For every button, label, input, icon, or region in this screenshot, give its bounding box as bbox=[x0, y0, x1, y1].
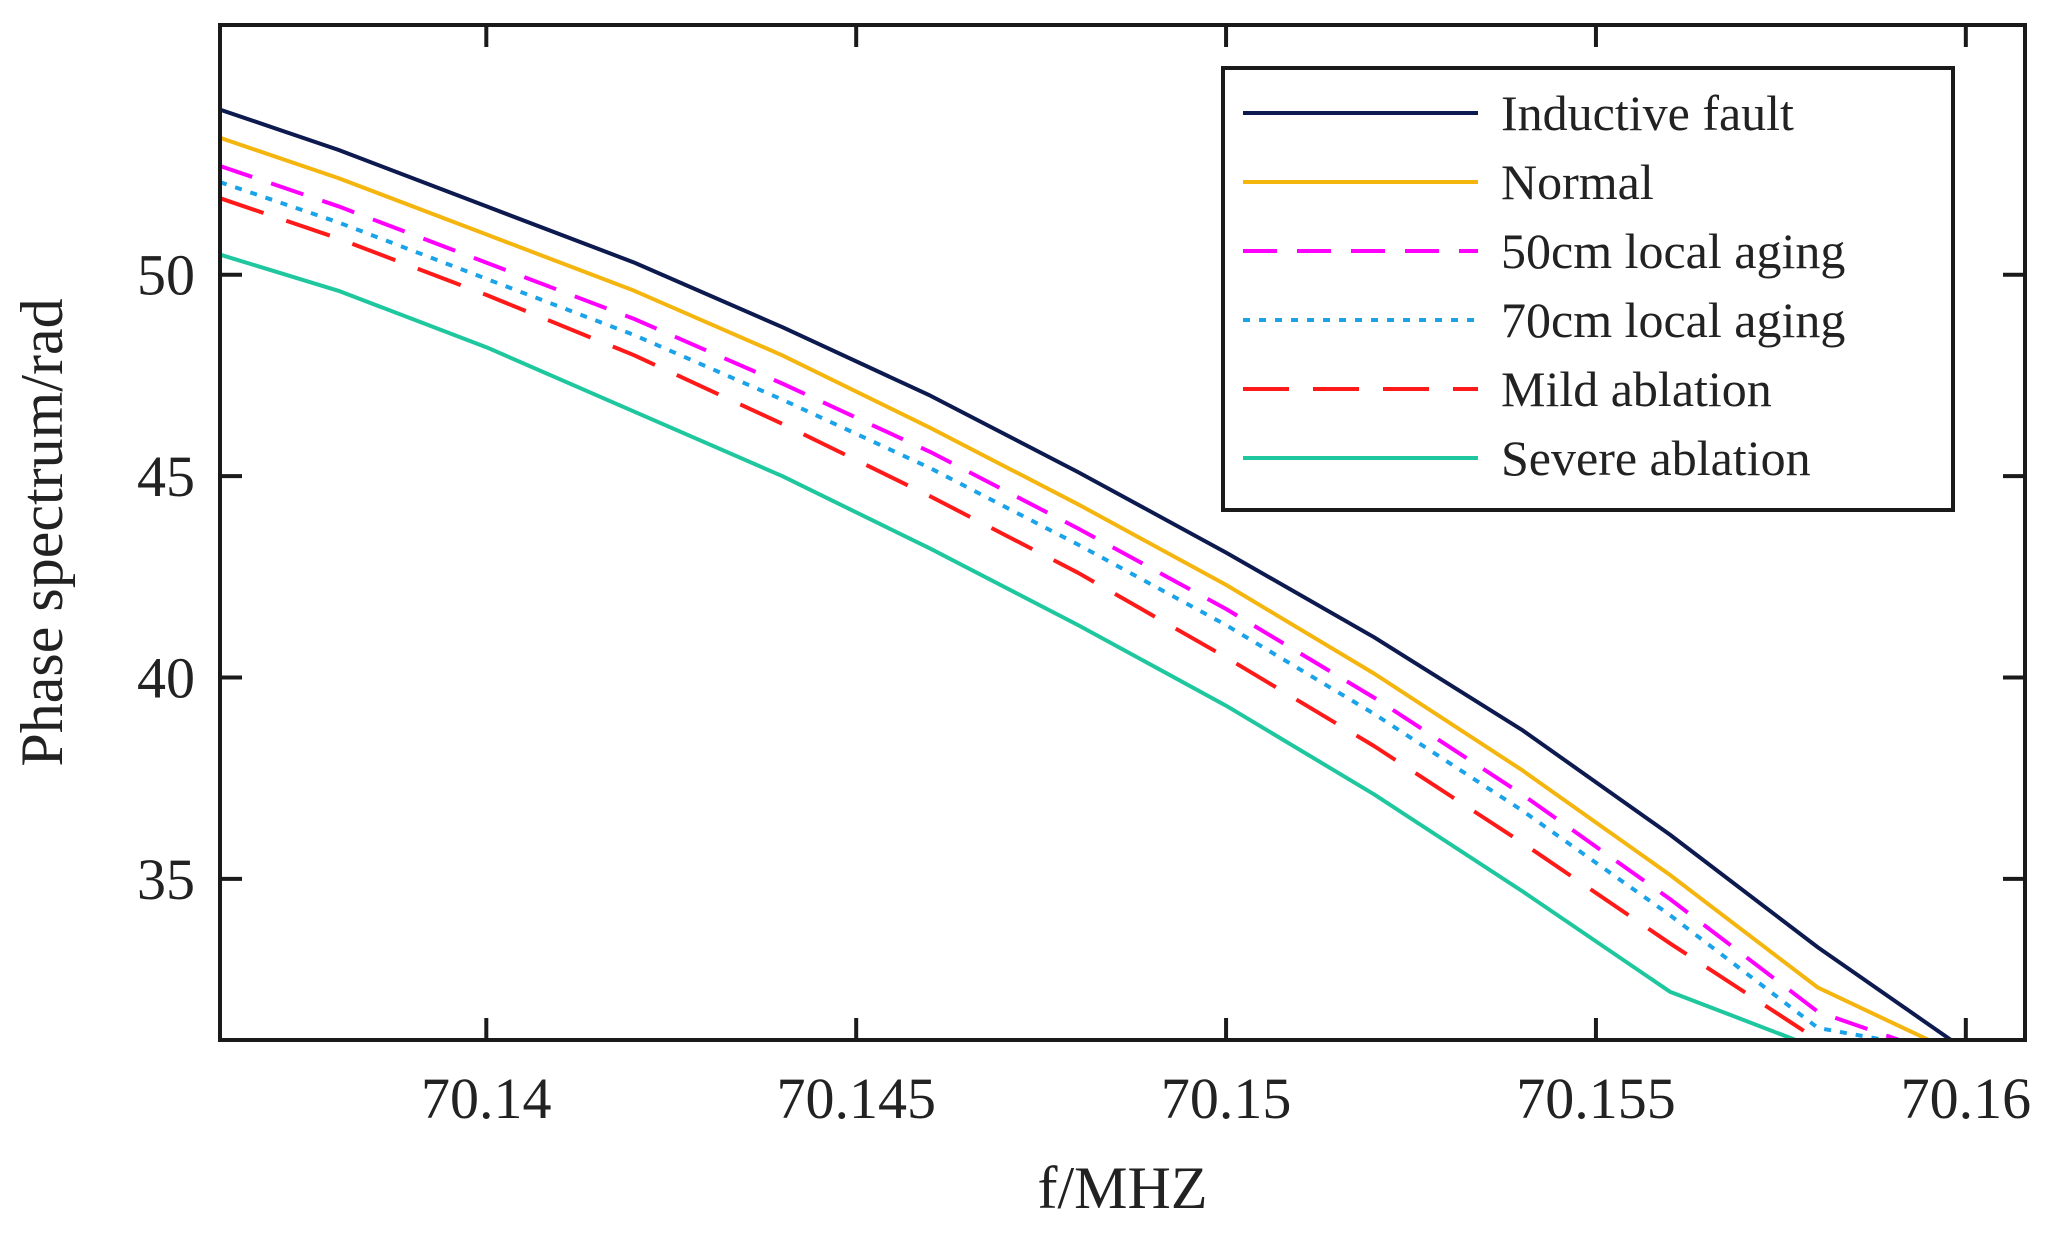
series-line-1 bbox=[220, 107, 1953, 1040]
x-tick-label: 70.14 bbox=[421, 1066, 552, 1131]
x-axis-title: f/MHZ bbox=[1038, 1155, 1208, 1221]
plot-frame bbox=[218, 23, 2027, 1042]
legend-label-6: Severe ablation bbox=[1501, 430, 1811, 486]
ticks-layer: 70.14 70.145 70.15 70.155 70.16 35 40 45 50 bbox=[137, 25, 2031, 1131]
legend-label-5: Mild ablation bbox=[1501, 361, 1772, 417]
series-line-4 bbox=[220, 180, 1885, 1040]
x-tick-label: 70.155 bbox=[1516, 1066, 1676, 1131]
series-line-6 bbox=[220, 252, 1797, 1040]
series-line-3 bbox=[220, 164, 1900, 1040]
y-tick-label: 50 bbox=[137, 243, 195, 308]
legend-label-4: 70cm local aging bbox=[1501, 292, 1845, 348]
legend-label-1: Inductive fault bbox=[1501, 85, 1794, 141]
y-tick-label: 45 bbox=[137, 444, 195, 509]
y-axis-title: Phase spectrum/rad bbox=[9, 298, 75, 766]
legend: Inductive fault Normal 50cm local aging 70c… bbox=[1221, 66, 1955, 512]
series-line-5 bbox=[220, 196, 1819, 1040]
legend-label-3: 50cm local aging bbox=[1501, 223, 1845, 279]
legend-box bbox=[1221, 66, 1955, 512]
series-layer bbox=[220, 107, 1953, 1040]
legend-label-2: Normal bbox=[1501, 154, 1654, 210]
x-tick-label: 70.145 bbox=[776, 1066, 936, 1131]
y-tick-label: 35 bbox=[137, 847, 195, 912]
x-tick-label: 70.16 bbox=[1901, 1066, 2032, 1131]
series-line-2 bbox=[220, 135, 1930, 1040]
x-tick-label: 70.15 bbox=[1161, 1066, 1292, 1131]
y-tick-label: 40 bbox=[137, 646, 195, 711]
